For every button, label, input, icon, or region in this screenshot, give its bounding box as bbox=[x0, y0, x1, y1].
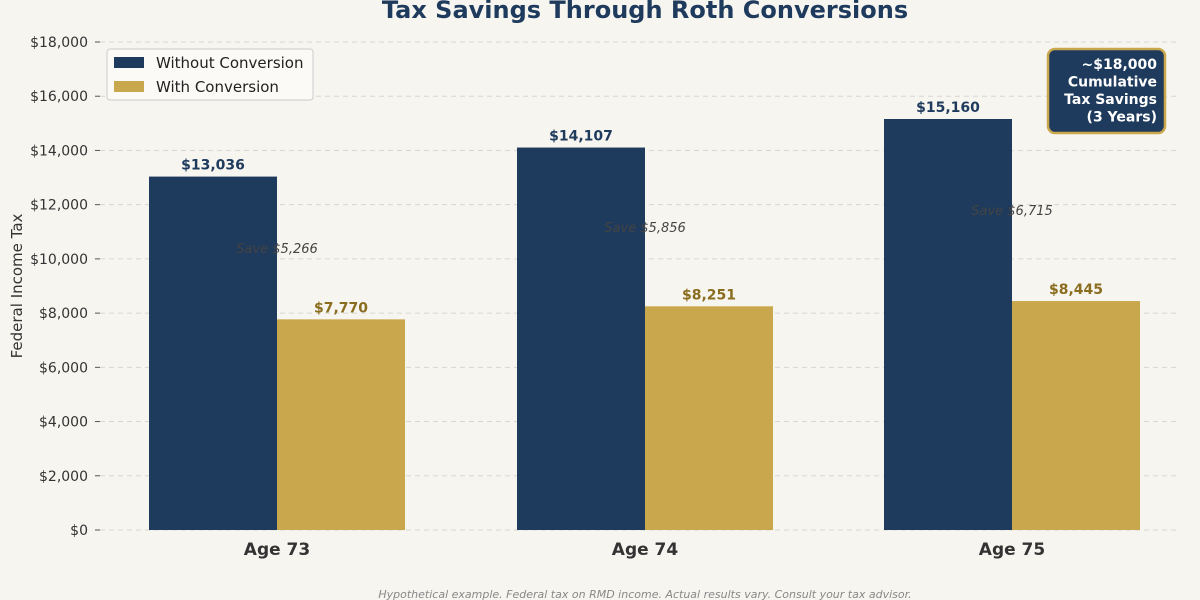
bar-value-label: $7,770 bbox=[314, 300, 368, 316]
y-tick-label: $16,000 bbox=[30, 89, 88, 105]
legend-label: With Conversion bbox=[156, 78, 279, 96]
bar-value-label: $8,251 bbox=[682, 287, 736, 303]
x-tick-label: Age 73 bbox=[244, 540, 310, 560]
y-tick-label: $14,000 bbox=[30, 143, 88, 159]
bar-with-conversion bbox=[645, 306, 773, 530]
annotation-text: Tax Savings bbox=[1064, 92, 1157, 108]
chart-title: Tax Savings Through Roth Conversions bbox=[382, 0, 908, 24]
y-tick-label: $0 bbox=[70, 523, 88, 539]
y-tick-label: $18,000 bbox=[30, 35, 88, 51]
legend-swatch bbox=[114, 81, 144, 92]
bar-without-conversion bbox=[517, 147, 645, 530]
y-tick-label: $6,000 bbox=[39, 360, 88, 376]
annotation-text: Cumulative bbox=[1068, 75, 1157, 91]
annotation-box bbox=[1046, 47, 1167, 135]
bar-value-label: $13,036 bbox=[181, 158, 245, 174]
y-tick-label: $4,000 bbox=[39, 415, 88, 431]
y-tick-label: $12,000 bbox=[30, 198, 88, 214]
savings-label: Save $6,715 bbox=[971, 204, 1053, 219]
bar-value-label: $8,445 bbox=[1049, 282, 1103, 298]
y-tick-label: $10,000 bbox=[30, 252, 88, 268]
x-tick-label: Age 75 bbox=[979, 540, 1045, 560]
y-tick-label: $2,000 bbox=[39, 469, 88, 485]
annotation-text: ~$18,000 bbox=[1082, 57, 1158, 73]
bar-without-conversion bbox=[884, 118, 1012, 531]
bar-with-conversion bbox=[1012, 301, 1140, 530]
footnote: Hypothetical example. Federal tax on RMD… bbox=[378, 588, 911, 600]
y-tick-label: $8,000 bbox=[39, 306, 88, 322]
x-tick-label: Age 74 bbox=[612, 540, 679, 560]
annotation-text: (3 Years) bbox=[1087, 110, 1157, 126]
bar-value-label: $15,160 bbox=[916, 100, 980, 116]
savings-label: Save $5,856 bbox=[604, 221, 686, 236]
bar-without-conversion bbox=[149, 176, 277, 530]
savings-label: Save $5,266 bbox=[236, 242, 318, 257]
legend-swatch bbox=[114, 57, 144, 68]
bar-with-conversion bbox=[277, 319, 405, 530]
legend-box bbox=[106, 48, 314, 101]
legend-label: Without Conversion bbox=[156, 54, 304, 72]
y-axis-label: Federal Income Tax bbox=[8, 213, 26, 358]
bar-value-label: $14,107 bbox=[549, 129, 613, 145]
